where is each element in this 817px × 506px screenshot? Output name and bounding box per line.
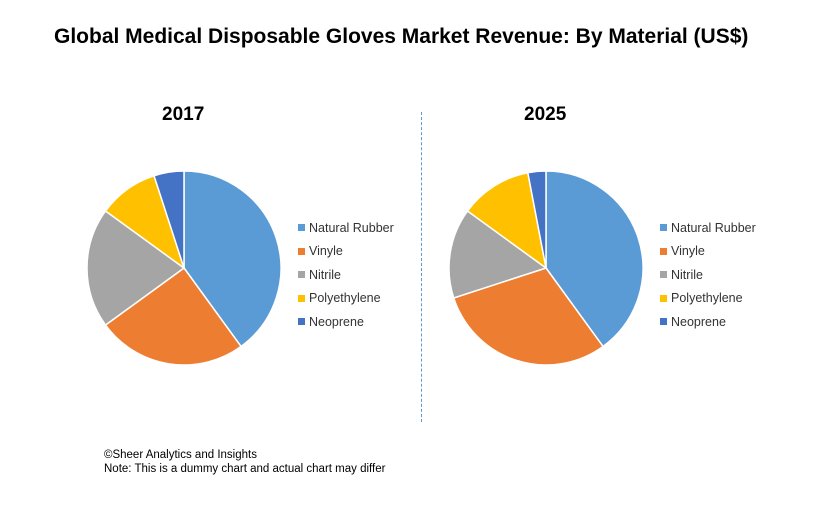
legend-item: Nitrile	[660, 263, 756, 287]
legend-label: Polyethylene	[671, 291, 743, 306]
pie-chart-2025	[448, 170, 644, 366]
pie-slice-vinyle	[452, 267, 605, 366]
legend-item: Nitrile	[298, 263, 394, 287]
legend-swatch	[660, 247, 667, 255]
legend-swatch	[298, 224, 305, 232]
pie-slice-vinyle	[104, 266, 243, 366]
pie-slice-neoprene	[153, 170, 185, 269]
legend-2025: Natural Rubber Vinyle Nitrile Polyethyle…	[660, 216, 756, 334]
legend-swatch	[298, 247, 305, 255]
pie-slice-polyethylene	[466, 171, 548, 270]
pie-title-2025: 2025	[524, 104, 567, 125]
legend-item: Natural Rubber	[298, 216, 394, 240]
legend-swatch	[660, 271, 667, 279]
legend-swatch	[660, 224, 667, 232]
legend-item: Neoprene	[660, 310, 756, 334]
pie-slice-nitrile	[86, 209, 186, 327]
legend-label: Nitrile	[309, 267, 341, 282]
pie-panel-2017: 2017 Natural Rubber Vinyle Nitrile Polye…	[58, 100, 448, 410]
legend-item: Polyethylene	[660, 287, 756, 311]
pie-slice-nitrile	[448, 209, 548, 299]
legend-label: Neoprene	[671, 314, 726, 329]
pie-slice-natural-rubber	[183, 170, 282, 348]
legend-label: Vinyle	[309, 244, 343, 259]
legend-2017: Natural Rubber Vinyle Nitrile Polyethyle…	[298, 216, 394, 334]
legend-item: Neoprene	[298, 310, 394, 334]
pie-slice-natural-rubber	[545, 170, 644, 348]
chart-footer: ©Sheer Analytics and Insights Note: This…	[104, 448, 385, 476]
chart-title: Global Medical Disposable Gloves Market …	[54, 25, 749, 48]
legend-label: Vinyle	[671, 244, 705, 259]
legend-item: Polyethylene	[298, 287, 394, 311]
pie-slice-neoprene	[526, 170, 547, 269]
legend-swatch	[298, 271, 305, 279]
legend-label: Polyethylene	[309, 291, 381, 306]
legend-item: Vinyle	[660, 240, 756, 264]
legend-swatch	[298, 318, 305, 326]
pie-title-2017: 2017	[162, 104, 205, 125]
legend-label: Natural Rubber	[671, 220, 756, 235]
disclaimer-note: Note: This is a dummy chart and actual c…	[104, 463, 386, 475]
legend-item: Natural Rubber	[660, 216, 756, 240]
pie-chart-2017	[86, 170, 282, 366]
legend-label: Natural Rubber	[309, 220, 394, 235]
pie-panel-2025: 2025 Natural Rubber Vinyle Nitrile Polye…	[420, 100, 810, 410]
copyright-text: ©Sheer Analytics and Insights	[104, 449, 257, 461]
legend-item: Vinyle	[298, 240, 394, 264]
legend-label: Neoprene	[309, 314, 364, 329]
legend-swatch	[660, 294, 667, 302]
legend-swatch	[660, 318, 667, 326]
legend-swatch	[298, 294, 305, 302]
panel-divider	[421, 112, 422, 422]
legend-label: Nitrile	[671, 267, 703, 282]
